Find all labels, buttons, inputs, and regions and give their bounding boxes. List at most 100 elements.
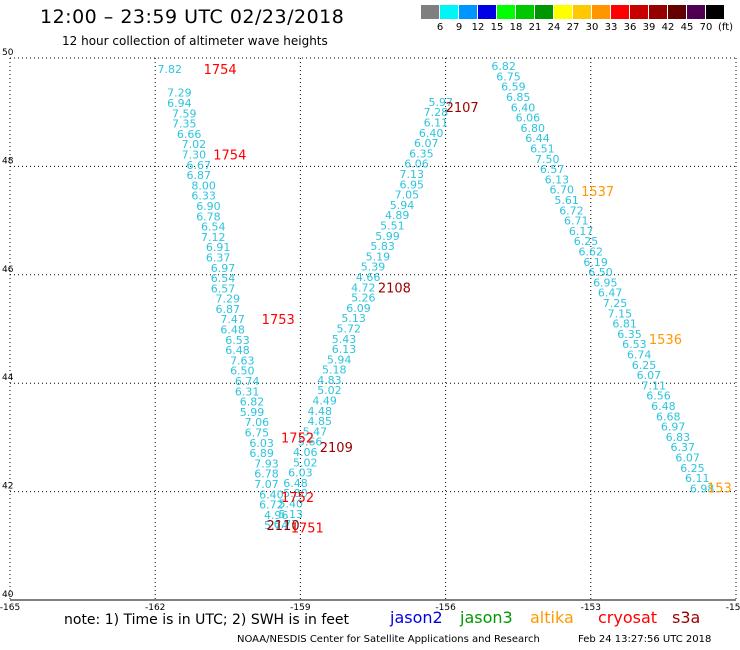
wave-height-value: 6.37 (671, 441, 696, 454)
y-tick-label: 46 (2, 265, 14, 275)
chart-title: 12:00 – 23:59 UTC 02/23/2018 (40, 6, 345, 28)
x-tick-label: -150 (726, 603, 740, 613)
legend-swatch (478, 5, 497, 19)
legend-swatch (421, 5, 440, 19)
wave-height-value: 6.62 (579, 245, 604, 258)
wave-height-value: 7.11 (641, 379, 666, 392)
wave-height-value: 6.19 (583, 256, 608, 269)
legend-label: 30 (585, 22, 599, 33)
legend-swatch (592, 5, 611, 19)
wave-height-value: 6.35 (409, 147, 434, 160)
wave-height-value: 6.25 (680, 462, 705, 475)
pass-time-label: 2108 (378, 281, 411, 296)
pass-time-label: 1536 (649, 333, 682, 348)
pass-time-label: 2109 (320, 441, 353, 456)
wave-height-value: 7.30 (182, 148, 207, 161)
wave-height-value: 7.25 (603, 297, 628, 310)
wave-height-value: 6.40 (511, 101, 536, 114)
legend-swatch (440, 5, 459, 19)
wave-height-value: 6.17 (569, 225, 594, 238)
wave-height-value: 5.51 (380, 219, 405, 232)
wave-height-value: 6.50 (588, 266, 613, 279)
pass-time-label: 1754 (204, 63, 237, 78)
wave-height-value: 6.40 (419, 127, 444, 140)
wave-height-value: 5.80 (283, 487, 308, 500)
chart-subtitle: 12 hour collection of altimeter wave hei… (62, 34, 328, 48)
wave-height-value: 7.35 (172, 118, 197, 131)
wave-height-value: 6.97 (211, 262, 236, 275)
wave-height-value: 5.61 (554, 194, 579, 207)
legend-swatch (706, 5, 725, 19)
satellite-s3a: s3a (672, 608, 701, 627)
wave-height-value: 7.28 (424, 106, 449, 119)
satellite-jason3: jason3 (460, 608, 513, 627)
legend-swatch (459, 5, 478, 19)
wave-height-value: 7.29 (216, 293, 241, 306)
y-tick-label: 48 (2, 156, 14, 166)
wave-height-value: 7.02 (182, 138, 207, 151)
wave-height-value: 6.78 (196, 210, 221, 223)
legend-swatch (554, 5, 573, 19)
wave-height-value: 7.13 (399, 168, 424, 181)
wave-height-value: 5.83 (370, 240, 395, 253)
wave-height-value: 7.47 (220, 313, 245, 326)
pass-time-label: 153 (707, 481, 732, 496)
wave-height-value: 4.06 (293, 446, 318, 459)
legend-swatch (687, 5, 706, 19)
generated-timestamp: Feb 24 13:27:56 UTC 2018 (578, 634, 712, 645)
wave-height-value: 4.96 (264, 509, 289, 522)
wave-height-value: 7.12 (201, 231, 226, 244)
wave-height-value: 5.97 (429, 96, 454, 109)
legend-label: 27 (566, 22, 580, 33)
wave-height-value: 6.74 (235, 375, 260, 388)
wave-height-value: 4.83 (317, 374, 342, 387)
wave-height-value: 5.02 (317, 384, 342, 397)
pass-time-label: 1752 (281, 491, 314, 506)
wave-height-value: 5.94 (327, 353, 352, 366)
wave-height-value: 6.13 (332, 343, 357, 356)
legend-label: 39 (642, 22, 656, 33)
wave-height-value: 8.00 (191, 179, 216, 192)
legend-swatch (630, 5, 649, 19)
wave-height-value: 7.15 (608, 307, 633, 320)
wave-height-value: 7.63 (230, 354, 255, 367)
wave-height-value: 6.75 (496, 70, 521, 83)
legend-label: 24 (547, 22, 561, 33)
legend-label: 70 (699, 22, 713, 33)
wave-height-value: 4.48 (308, 405, 333, 418)
wave-height-value: 6.91 (206, 241, 231, 254)
wave-height-value: 5.43 (332, 333, 357, 346)
x-tick-label: -162 (145, 603, 165, 613)
pass-time-label: 1751 (291, 521, 324, 536)
wave-height-value: 6.75 (245, 427, 270, 440)
wave-height-value: 6.37 (206, 251, 231, 264)
wave-height-value: 6.07 (675, 451, 700, 464)
wave-height-value: 6.50 (230, 365, 255, 378)
wave-height-value: 6.35 (617, 328, 642, 341)
wave-height-value: 6.66 (177, 128, 202, 141)
wave-height-value: 6.53 (622, 338, 647, 351)
legend-swatch (611, 5, 630, 19)
wave-height-value: 6.25 (632, 359, 657, 372)
wave-height-value: 6.85 (506, 91, 531, 104)
wave-height-value: 6.11 (685, 472, 710, 485)
legend-label: 15 (490, 22, 504, 33)
wave-height-value: 6.70 (550, 184, 575, 197)
wave-height-value: 6.53 (225, 334, 250, 347)
wave-height-value: 6.57 (540, 163, 565, 176)
wave-height-value: 6.57 (211, 282, 236, 295)
satellite-jason2: jason2 (390, 608, 443, 627)
legend-label: 42 (661, 22, 675, 33)
wave-height-value: 4.66 (356, 271, 381, 284)
wave-height-value: 7.07 (254, 478, 279, 491)
legend-unit: (ft) (718, 22, 734, 33)
pass-time-label: 2110 (267, 519, 300, 534)
wave-height-value: 6.07 (637, 369, 662, 382)
wave-height-value: 6.11 (424, 116, 449, 129)
wave-height-value: 6.56 (646, 390, 671, 403)
legend-label: 33 (604, 22, 618, 33)
wave-height-value: 7.06 (245, 416, 270, 429)
wave-height-value: 6.87 (187, 169, 212, 182)
wave-height-value: 5.47 (303, 425, 328, 438)
wave-height-value: 6.07 (414, 137, 439, 150)
